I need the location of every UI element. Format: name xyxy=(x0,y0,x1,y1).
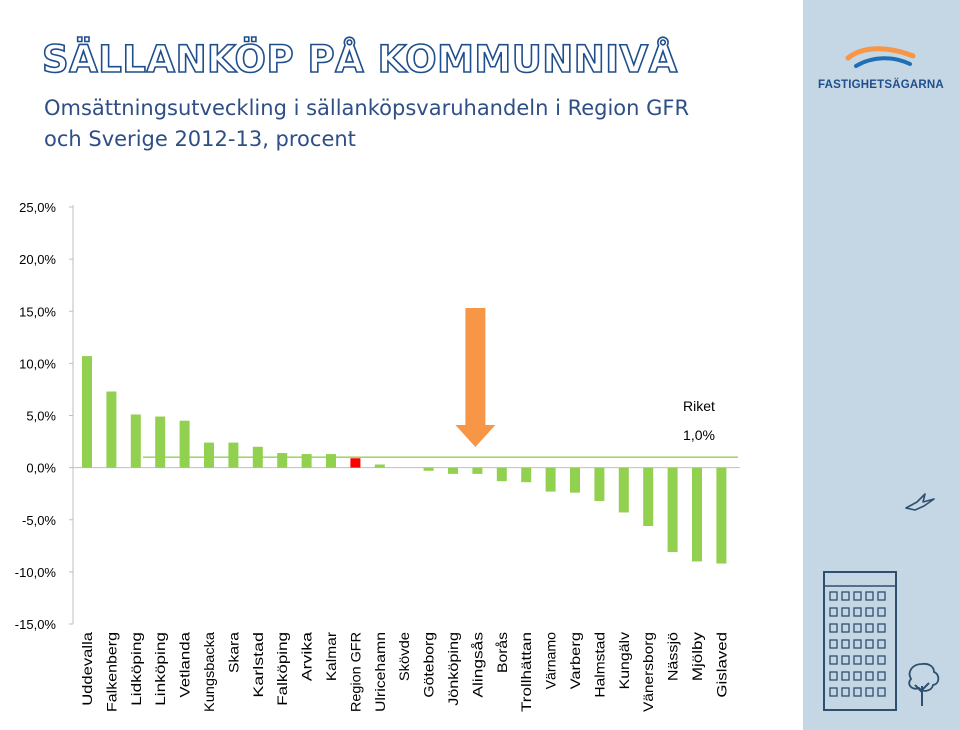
x-category-label: Göteborg xyxy=(421,632,437,698)
x-category-label: Jönköping xyxy=(445,632,461,706)
building-illustration xyxy=(823,571,897,711)
y-tick-label: -15,0% xyxy=(15,617,57,632)
y-tick-label: 5,0% xyxy=(26,409,56,424)
x-category-label: Linköping xyxy=(152,632,168,706)
x-category-label: Skövde xyxy=(396,632,412,681)
bar-4 xyxy=(179,420,190,468)
x-category-label: Uddevalla xyxy=(79,632,95,706)
bar-2 xyxy=(130,414,141,468)
x-category-label: Falkenberg xyxy=(103,632,119,712)
subtitle-line-2: och Sverige 2012-13, procent xyxy=(44,127,356,151)
y-tick-label: 15,0% xyxy=(19,304,56,319)
x-category-label: Skara xyxy=(225,632,241,673)
bar-chart: 25,0% 20,0% 15,0% 10,0% 5,0% 0,0% -5,0% -10,0% -… xyxy=(15,200,740,712)
y-tick-label: 20,0% xyxy=(19,252,56,267)
y-tick-label: -5,0% xyxy=(22,513,56,528)
x-category-label: Ulricehamn xyxy=(372,632,388,712)
fastighetsagarna-logo: FASTIGHETSÄGARNA xyxy=(818,44,948,91)
bar-17 xyxy=(496,467,507,482)
x-category-label: Karlstad xyxy=(250,632,266,698)
x-category-label: Region GFR xyxy=(347,632,363,712)
tree-icon xyxy=(908,662,940,706)
x-category-label: Mjölby xyxy=(689,632,705,681)
bar-1 xyxy=(106,391,117,468)
reference-line-label: Riket xyxy=(683,398,715,414)
bar-16 xyxy=(472,467,483,474)
bar-0 xyxy=(82,356,92,468)
bar-9 xyxy=(301,454,312,468)
x-category-label: Falköping xyxy=(274,632,290,706)
bar-18 xyxy=(521,467,532,483)
bar-23 xyxy=(643,467,654,527)
logo-wave-icon xyxy=(845,46,916,68)
x-category-label: Kalmar xyxy=(323,632,339,682)
bar-10 xyxy=(326,454,336,468)
y-tick-label: 10,0% xyxy=(19,356,56,371)
x-category-label: Lidköping xyxy=(128,632,144,706)
bar-22 xyxy=(618,467,629,513)
bar-20 xyxy=(570,467,580,493)
bar-3 xyxy=(155,416,166,468)
y-tick-label: 0,0% xyxy=(26,461,56,476)
bar-5 xyxy=(204,442,214,468)
subtitle-line-1: Omsättningsutveckling i sällanköpsvaruha… xyxy=(44,96,690,120)
x-category-label: Värnamo xyxy=(543,632,559,690)
x-category-label: Arvika xyxy=(299,632,315,681)
subtitle: Omsättningsutveckling i sällanköpsvaruha… xyxy=(44,93,689,155)
x-category-label: Alingsås xyxy=(469,632,485,698)
bar-6 xyxy=(228,442,239,468)
x-category-label: Trollhättan xyxy=(518,632,534,712)
bar-11 xyxy=(350,458,361,468)
bar-21 xyxy=(594,467,605,501)
x-category-label: Vänersborg xyxy=(640,632,656,712)
x-category-label: Kungälv xyxy=(616,632,632,689)
y-tick-label: 25,0% xyxy=(19,200,56,215)
bar-12 xyxy=(374,464,385,468)
x-category-label: Kungsbacka xyxy=(201,632,217,712)
bar-26 xyxy=(716,467,727,564)
bar-25 xyxy=(692,467,702,562)
highlight-arrow xyxy=(455,308,496,447)
x-category-label: Gislaved xyxy=(713,632,729,698)
page-title: SÄLLANKÖP PÅ KOMMUNNIVÅ xyxy=(41,37,678,82)
reference-line-value: 1,0% xyxy=(683,427,715,443)
bar-8 xyxy=(277,453,288,468)
bar-19 xyxy=(545,467,556,492)
bar-7 xyxy=(252,446,263,468)
bird-icon xyxy=(905,493,935,511)
x-category-label: Varberg xyxy=(567,632,583,689)
y-tick-label: -10,0% xyxy=(15,565,57,580)
bar-15 xyxy=(448,467,458,474)
bar-24 xyxy=(667,467,678,553)
bar-14 xyxy=(423,467,434,471)
logo-text: FASTIGHETSÄGARNA xyxy=(818,79,944,91)
x-category-label: Nässjö xyxy=(665,632,681,681)
x-category-label: Borås xyxy=(494,632,510,673)
x-category-label: Halmstad xyxy=(591,632,607,698)
x-category-label: Vetlanda xyxy=(177,632,193,698)
